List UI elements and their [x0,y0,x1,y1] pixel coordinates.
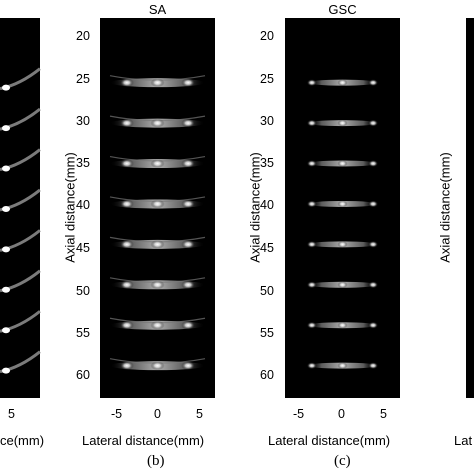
psf-point [306,281,317,289]
psf-point [337,362,348,370]
panel-c-xlabel: Lateral distance(mm) [268,433,391,448]
panel-b-ytick: 45 [76,241,90,255]
panel-b-xtick: 0 [154,407,161,421]
panel-c-xtick: 5 [380,407,387,421]
panel-c-caption: (c) [334,453,351,469]
panel-b-ytick: 60 [76,368,90,382]
panel-a-point [2,286,10,293]
psf-point [368,200,379,208]
panel-c-ytick: 50 [260,284,274,298]
panel-b-ytick: 55 [76,326,90,340]
panel-a-point [2,84,10,91]
psf-point [119,199,134,209]
psf-point [181,159,196,169]
psf-point [119,361,134,371]
panel-b-ytick: 35 [76,156,90,170]
panel-c-xtick: 0 [338,407,345,421]
psf-point [368,119,379,127]
panel-c-ytick: 30 [260,114,274,128]
psf-point [368,160,379,168]
psf-point [337,281,348,289]
psf-point [181,280,196,290]
psf-point [150,118,165,128]
psf-point [150,320,165,330]
panel-b-ytick: 30 [76,114,90,128]
panel-a-xtick: 5 [8,407,15,421]
psf-point [306,200,317,208]
panel-a-point [2,165,10,172]
psf-point [306,160,317,168]
psf-point [337,119,348,127]
psf-point [181,361,196,371]
psf-point [150,159,165,169]
psf-point [181,199,196,209]
psf-point [368,281,379,289]
psf-point [337,200,348,208]
psf-point [150,361,165,371]
psf-point [306,240,317,248]
psf-point [306,321,317,329]
psf-point [181,320,196,330]
psf-point [368,321,379,329]
panel-b-ytick: 25 [76,72,90,86]
panel-b-xtick: 5 [196,407,203,421]
panel-c-ytick: 60 [260,368,274,382]
panel-b-xtick: -5 [111,407,123,421]
psf-point [119,78,134,88]
panel-a-point [2,125,10,132]
panel-b-ytick: 40 [76,198,90,212]
psf-point [368,240,379,248]
panel-c-ytick: 55 [260,326,274,340]
panel-a-xlabel-partial: ce(mm) [0,433,45,448]
psf-point [306,362,317,370]
psf-point [337,321,348,329]
panel-a-point [2,205,10,212]
psf-point [119,239,134,249]
psf-point [337,79,348,87]
panel-a-point [2,246,10,253]
panel-d-image [466,18,474,398]
panel-d-xlabel-partial: Lat [454,433,473,448]
panel-b-xlabel: Lateral distance(mm) [82,433,205,448]
psf-point [181,78,196,88]
panel-a-point [2,327,10,334]
panel-b-caption: (b) [147,453,165,469]
panel-c-ytick: 45 [260,241,274,255]
psf-point [181,239,196,249]
psf-point [119,320,134,330]
panel-b-title: SA [148,2,167,17]
panel-b-ytick: 20 [76,29,90,43]
panel-b-ytick: 50 [76,284,90,298]
psf-point [150,239,165,249]
psf-point [119,159,134,169]
psf-point [337,240,348,248]
psf-point [150,78,165,88]
psf-point [150,199,165,209]
panel-c-ytick: 25 [260,72,274,86]
panel-c-xtick: -5 [293,407,305,421]
psf-point [368,362,379,370]
panel-c-ytick: 35 [260,156,274,170]
psf-point [368,79,379,87]
psf-point [337,160,348,168]
psf-point [119,280,134,290]
psf-point [181,118,196,128]
panel-c-title: GSC [328,2,357,17]
panel-c-ytick: 20 [260,29,274,43]
psf-point [306,79,317,87]
psf-point [119,118,134,128]
panel-c-ytick: 40 [260,198,274,212]
panel-a-point [2,367,10,374]
psf-point [150,280,165,290]
psf-point [306,119,317,127]
